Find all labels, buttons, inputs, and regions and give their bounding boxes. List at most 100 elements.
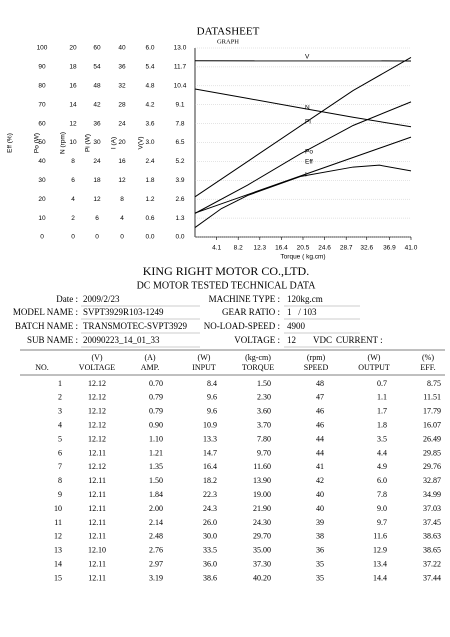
table-cell: 12.11 — [88, 532, 106, 541]
y-tick-label: 24 — [93, 158, 101, 165]
x-tick-label: 4.1 — [212, 245, 221, 252]
x-tick-label: 41.0 — [405, 245, 418, 252]
table-cell: 47 — [316, 393, 324, 402]
unit-label: (A) — [144, 353, 155, 362]
series-label: N — [305, 105, 310, 112]
table-cell: 12.11 — [88, 476, 106, 485]
series-label: V — [305, 54, 310, 61]
table-cell: 2.00 — [149, 504, 163, 513]
column-header: SPEED — [304, 363, 329, 372]
table-cell: 42 — [316, 476, 324, 485]
y-tick-label: 30 — [38, 177, 46, 184]
table-cell: 37.44 — [423, 573, 441, 582]
table-cell: 12.12 — [88, 379, 106, 388]
table-cell: 2.14 — [149, 518, 163, 527]
table-cell: 2.97 — [149, 560, 163, 569]
unit-label: (kg-cm) — [245, 353, 271, 362]
y-tick-label: 70 — [38, 101, 46, 108]
y-tick-label: 3.0 — [145, 139, 154, 146]
y-tick-label: 8 — [120, 196, 124, 203]
series-line — [194, 88, 412, 128]
doc-subtitle: DC MOTOR TESTED TECHNICAL DATA — [137, 280, 317, 291]
y-tick-label: 40 — [38, 158, 46, 165]
y-tick-label: 0 — [71, 234, 75, 241]
y-tick-label: 4.8 — [145, 83, 154, 90]
table-cell: 12.12 — [88, 434, 106, 443]
table-cell: 0.90 — [149, 421, 163, 430]
table-cell: 7.80 — [257, 434, 271, 443]
y-tick-label: 10 — [38, 215, 46, 222]
table-cell: 38.63 — [423, 532, 441, 541]
y-tick-label: 18 — [69, 64, 77, 71]
y-tick-label: 50 — [38, 139, 46, 146]
unit-label: (W) — [198, 353, 211, 362]
y-tick-label: 4 — [120, 215, 124, 222]
table-cell: 38.6 — [203, 573, 217, 582]
table-cell: 9.6 — [207, 393, 217, 402]
table-cell: 21.90 — [253, 504, 271, 513]
current-label: CURRENT : — [336, 335, 383, 345]
table-cell: 1.21 — [149, 448, 163, 457]
table-cell: 17.79 — [423, 407, 441, 416]
y-tick-label: 2.4 — [145, 158, 154, 165]
series-label: I — [305, 172, 307, 179]
y-tick-label: 0.0 — [175, 234, 184, 241]
field-label: MODEL NAME : — [13, 307, 78, 317]
field-label: Date : — [56, 294, 78, 304]
table-cell: 2.76 — [149, 546, 163, 555]
field-value: 2009/2/23 — [83, 294, 120, 304]
y-tick-label: 16 — [69, 83, 77, 90]
chart-title: DATASHEET — [197, 26, 260, 38]
table-cell: 13 — [54, 546, 62, 555]
x-axis-label: Torque ( kg.cm) — [280, 254, 325, 261]
y-tick-label: 10.4 — [174, 83, 187, 90]
y-tick-label: 80 — [38, 83, 46, 90]
y-tick-label: 5.4 — [145, 64, 154, 71]
field-value: SVPT3929R103-1249 — [83, 307, 164, 317]
y-tick-label: 0.0 — [145, 234, 154, 241]
y-tick-label: 36 — [118, 64, 126, 71]
y-tick-label: 42 — [93, 101, 101, 108]
table-cell: 8.75 — [427, 379, 441, 388]
table-cell: 12.12 — [88, 407, 106, 416]
field-label: BATCH NAME : — [15, 321, 78, 331]
column-header: TORQUE — [242, 363, 274, 372]
table-cell: 12.12 — [88, 462, 106, 471]
table-cell: 37.45 — [423, 518, 441, 527]
y-tick-label: 16 — [118, 158, 126, 165]
table-cell: 0.79 — [149, 393, 163, 402]
table-cell: 13.3 — [203, 434, 217, 443]
table-cell: 12.11 — [88, 573, 106, 582]
table-cell: 13.90 — [253, 476, 271, 485]
table-cell: 37.30 — [253, 560, 271, 569]
table-cell: 12.11 — [88, 490, 106, 499]
y-tick-label: 3.9 — [175, 177, 184, 184]
table-cell: 36 — [316, 546, 324, 555]
table-cell: 1.35 — [149, 462, 163, 471]
table-cell: 48 — [316, 379, 324, 388]
y-tick-label: 1.8 — [145, 177, 154, 184]
y-tick-label: 60 — [38, 120, 46, 127]
y-tick-label: 36 — [93, 120, 101, 127]
x-tick-label: 36.9 — [383, 245, 396, 252]
table-cell: 12.11 — [88, 448, 106, 457]
x-tick-label: 16.4 — [275, 245, 288, 252]
series-label: Po — [305, 149, 313, 156]
table-cell: 16.4 — [203, 462, 217, 471]
table-cell: 12.9 — [373, 546, 387, 555]
y-tick-label: 90 — [38, 64, 46, 71]
table-cell: 8.4 — [207, 379, 217, 388]
table-cell: 18.2 — [203, 476, 217, 485]
y-tick-label: 28 — [118, 101, 126, 108]
table-cell: 2.30 — [257, 393, 271, 402]
table-cell: 44 — [316, 448, 324, 457]
field-label: MACHINE TYPE : — [209, 294, 280, 304]
table-cell: 14.7 — [203, 448, 217, 457]
table-cell: 7.8 — [377, 490, 387, 499]
table-cell: 44 — [316, 434, 324, 443]
y-tick-label: 12 — [69, 120, 77, 127]
table-cell: 0.7 — [377, 379, 387, 388]
table-cell: 29.85 — [423, 448, 441, 457]
y-tick-label: 0 — [95, 234, 99, 241]
